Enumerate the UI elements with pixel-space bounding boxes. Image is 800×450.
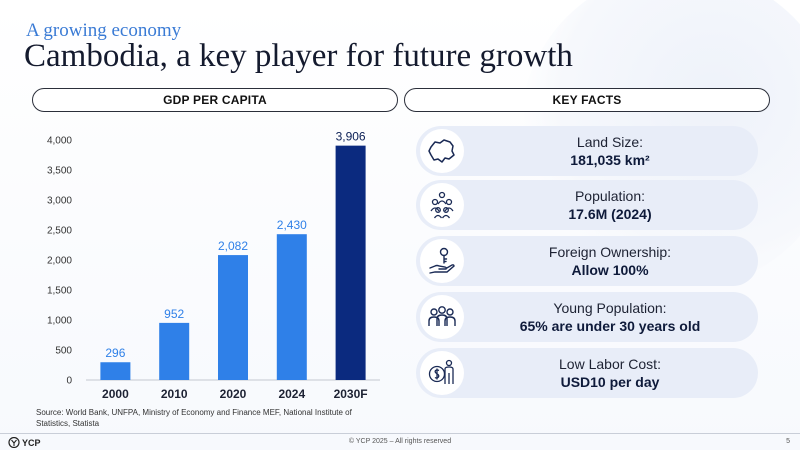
fact-foreign-ownership: Foreign Ownership: Allow 100% xyxy=(416,236,758,286)
people-icon xyxy=(420,183,464,227)
group-icon xyxy=(420,295,464,339)
fact-value: 17.6M (2024) xyxy=(568,206,652,222)
x-tick-label: 2010 xyxy=(161,387,188,401)
chart-source: Source: World Bank, UNFPA, Ministry of E… xyxy=(36,408,352,428)
x-tick-label: 2030F xyxy=(334,387,368,401)
copyright-text: © YCP 2025 – All rights reserved xyxy=(348,438,452,445)
x-tick-label: 2000 xyxy=(102,387,129,401)
bar xyxy=(276,234,307,380)
fact-population: Population: 17.6M (2024) xyxy=(416,180,758,230)
bar xyxy=(159,322,190,380)
bar-value-label: 2,082 xyxy=(218,239,248,253)
fact-land-size: Land Size: 181,035 km² xyxy=(416,126,758,176)
slide-title: Cambodia, a key player for future growth xyxy=(24,38,573,74)
bar-value-label: 296 xyxy=(105,346,125,360)
bar-value-label: 952 xyxy=(164,307,184,321)
bar xyxy=(218,255,248,380)
fact-value: 65% are under 30 years old xyxy=(519,318,701,334)
facts-section-header: KEY FACTS xyxy=(404,88,770,112)
footer-divider xyxy=(0,433,800,434)
gdp-section-header: GDP PER CAPITA xyxy=(32,88,398,112)
fact-label: Land Size: xyxy=(576,134,644,150)
fact-label: Young Population: xyxy=(553,300,667,316)
y-tick-label: 3,000 xyxy=(47,196,72,207)
page-number: 5 xyxy=(786,438,790,445)
y-tick-label: 3,500 xyxy=(47,166,72,177)
y-tick-label: 1,000 xyxy=(47,316,72,327)
bar xyxy=(100,362,131,380)
y-tick-label: 500 xyxy=(55,346,72,357)
facts-section-label: KEY FACTS xyxy=(552,93,622,107)
y-tick-label: 0 xyxy=(66,376,72,387)
y-tick-label: 2,500 xyxy=(47,226,72,237)
fact-label: Population: xyxy=(574,188,646,204)
gdp-section-label: GDP PER CAPITA xyxy=(163,93,267,107)
ycp-logo: YCP xyxy=(8,437,41,448)
bar xyxy=(335,145,366,380)
hand-key-icon xyxy=(420,239,464,283)
x-tick-label: 2024 xyxy=(278,387,305,401)
fact-label: Low Labor Cost: xyxy=(559,356,661,372)
gdp-bar-chart: 0 500 1,000 1,500 2,000 2,500 3,000 3,500 4,000 2… xyxy=(47,130,380,401)
fact-labor-cost: Low Labor Cost: USD10 per day xyxy=(416,348,758,398)
bar-value-label: 2,430 xyxy=(277,218,307,232)
y-tick-label: 1,500 xyxy=(47,286,72,297)
fact-young-population: Young Population: 65% are under 30 years… xyxy=(416,292,758,342)
fact-label: Foreign Ownership: xyxy=(548,244,672,260)
bar-value-label: 3,906 xyxy=(336,130,366,144)
ycp-logo-mark-icon xyxy=(8,437,20,448)
logo-text: YCP xyxy=(22,437,41,448)
fact-value: USD10 per day xyxy=(560,374,660,390)
fact-value: Allow 100% xyxy=(571,262,649,278)
slide-subtitle: A growing economy xyxy=(26,20,182,41)
worker-cost-icon xyxy=(420,351,464,395)
x-tick-label: 2020 xyxy=(220,387,247,401)
fact-value: 181,035 km² xyxy=(570,152,650,168)
map-icon xyxy=(420,129,464,173)
y-tick-label: 2,000 xyxy=(47,256,72,267)
y-tick-label: 4,000 xyxy=(47,136,72,147)
